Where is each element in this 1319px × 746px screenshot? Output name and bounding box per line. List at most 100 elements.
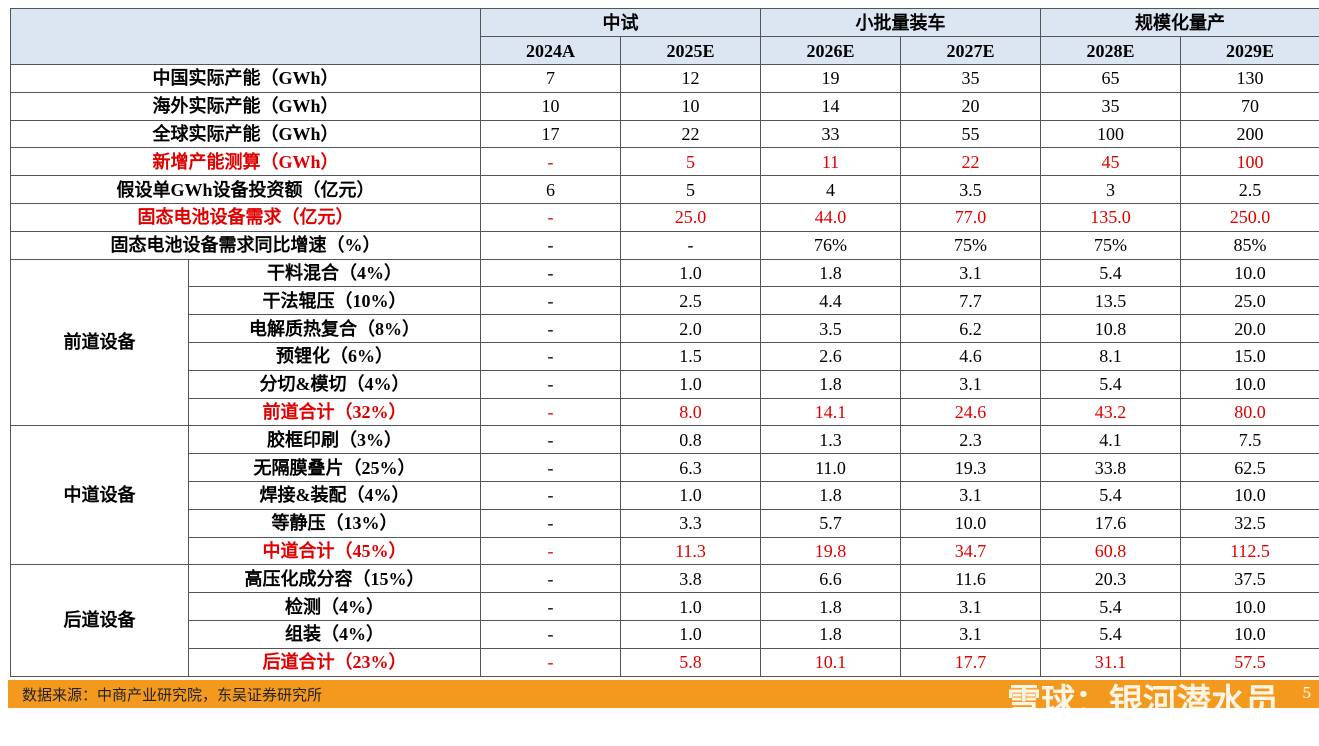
cell: 10 — [620, 91, 761, 121]
cell: 5.4 — [1040, 592, 1181, 621]
cell: 35 — [1040, 91, 1181, 121]
cell: 6 — [480, 175, 621, 204]
page-number: 5 — [1302, 683, 1312, 702]
cell: 45 — [1040, 147, 1181, 177]
cell: 20.0 — [1180, 314, 1319, 343]
cell: 1.0 — [620, 258, 761, 288]
row-label: 固态电池设备需求（亿元） — [10, 202, 481, 232]
cell: 75% — [1040, 230, 1181, 260]
cell: 7 — [480, 64, 621, 93]
cell: 3.1 — [900, 480, 1041, 510]
table-row: 分切&模切（4%） -1.0 1.8 3.1 5.4 10.0 — [11, 369, 1319, 399]
cell: 10.0 — [1180, 369, 1319, 399]
table-row: 中道设备 胶框印刷（3%） -0.8 1.3 2.3 4.1 7.5 — [10, 425, 1319, 566]
cell: 11.0 — [760, 453, 901, 482]
cell: 11 — [760, 147, 901, 177]
cell: 5.4 — [1040, 369, 1181, 399]
table-header: 中试 小批量装车 规模化量产 2024A 2025E 2026E 2027E 2028E 202… — [10, 8, 1319, 65]
cell: 33 — [760, 119, 901, 149]
cell: 57.5 — [1180, 647, 1319, 677]
year-header: 2029E — [1180, 36, 1319, 65]
cell: 76% — [760, 230, 901, 260]
cell: 19.8 — [760, 536, 901, 566]
cell: - — [480, 647, 621, 677]
cell: 5 — [620, 147, 761, 177]
year-header: 2028E — [1040, 36, 1181, 65]
table-row: 前道设备 干料混合（4%） -1.0 1.8 3.1 5.4 10.0 — [10, 258, 1319, 427]
row-label: 胶框印刷（3%） — [188, 425, 481, 455]
table-row: 前道合计（32%） -8.0 14.1 24.6 43.2 80.0 — [11, 397, 1319, 427]
cell: - — [480, 564, 621, 594]
cell: 4.4 — [760, 286, 901, 316]
row-label: 全球实际产能（GWh） — [10, 119, 481, 149]
row-label: 无隔膜叠片（25%） — [188, 453, 481, 482]
cell: 14.1 — [760, 397, 901, 427]
cell: 20 — [900, 91, 1041, 121]
cell: 19 — [760, 64, 901, 93]
cell: 85% — [1180, 230, 1319, 260]
year-header: 2025E — [620, 36, 761, 65]
header-row: 2024A 2025E 2026E 2027E 2028E 2029E — [11, 36, 1319, 65]
cell: - — [480, 592, 621, 621]
table-row: 焊接&装配（4%） -1.0 1.8 3.1 5.4 10.0 — [11, 480, 1319, 510]
row-label: 电解质热复合（8%） — [188, 314, 481, 343]
cell: 44.0 — [760, 202, 901, 232]
row-label: 后道合计（23%） — [188, 647, 481, 677]
cell: 7.5 — [1180, 425, 1319, 455]
cell: 2.5 — [620, 286, 761, 316]
cell: 10.1 — [760, 647, 901, 677]
cell: 5.8 — [620, 647, 761, 677]
cell: 1.0 — [620, 369, 761, 399]
row-label: 中道合计（45%） — [188, 536, 481, 566]
year-header: 2027E — [900, 36, 1041, 65]
table-row: 等静压（13%） -3.3 5.7 10.0 17.6 32.5 — [11, 508, 1319, 538]
cell: 10.0 — [1180, 258, 1319, 288]
table-row: 后道设备 高压化成分容（15%） -3.8 6.6 11.6 20.3 37.5 — [10, 564, 1319, 677]
watermark: 雪球：银河潜水员 — [1007, 682, 1279, 722]
cell: 3.5 — [900, 175, 1041, 204]
cell: 17.6 — [1040, 508, 1181, 538]
row-label: 分切&模切（4%） — [188, 369, 481, 399]
cell: - — [480, 369, 621, 399]
cell: 10.0 — [1180, 592, 1319, 621]
cell: - — [480, 230, 621, 260]
cell: 3.1 — [900, 258, 1041, 288]
cell: - — [480, 314, 621, 343]
cell: 4.6 — [900, 341, 1041, 371]
table-row: 电解质热复合（8%） -2.0 3.5 6.2 10.8 20.0 — [11, 314, 1319, 343]
cell: 7.7 — [900, 286, 1041, 316]
cell: 1.8 — [760, 480, 901, 510]
table-row: 固态电池设备需求同比增速（%） - -76% 75% 75% 85% — [10, 230, 1319, 260]
cell: 13.5 — [1040, 286, 1181, 316]
cell: 17 — [480, 119, 621, 149]
cell: 2.0 — [620, 314, 761, 343]
footer-bar: 数据来源：中商产业研究院，东吴证券研究所 雪球：银河潜水员 5 — [8, 680, 1319, 722]
row-label: 高压化成分容（15%） — [188, 564, 481, 594]
cell: 1.0 — [620, 592, 761, 621]
cell: 80.0 — [1180, 397, 1319, 427]
row-label: 等静压（13%） — [188, 508, 481, 538]
cell: 2.6 — [760, 341, 901, 371]
table-row: 固态电池设备需求（亿元） -25.0 44.0 77.0 135.0 250.0 — [10, 202, 1319, 232]
row-label: 海外实际产能（GWh） — [10, 91, 481, 121]
section-label: 前道设备 — [10, 258, 189, 427]
cell: 17.7 — [900, 647, 1041, 677]
cell: 135.0 — [1040, 202, 1181, 232]
cell: 1.3 — [760, 425, 901, 455]
cell: - — [480, 147, 621, 177]
cell: 10.0 — [1180, 619, 1319, 649]
table-row: 组装（4%） -1.0 1.8 3.1 5.4 10.0 — [11, 619, 1319, 649]
cell: 25.0 — [620, 202, 761, 232]
row-label: 焊接&装配（4%） — [188, 480, 481, 510]
cell: 1.8 — [760, 258, 901, 288]
year-header: 2024A — [480, 36, 621, 65]
cell: - — [480, 536, 621, 566]
cell: 6.6 — [760, 564, 901, 594]
cell: 24.6 — [900, 397, 1041, 427]
row-label: 预锂化（6%） — [188, 341, 481, 371]
cell: 1.5 — [620, 341, 761, 371]
cell: 1.8 — [760, 592, 901, 621]
cell: 3.8 — [620, 564, 761, 594]
cell: 250.0 — [1180, 202, 1319, 232]
